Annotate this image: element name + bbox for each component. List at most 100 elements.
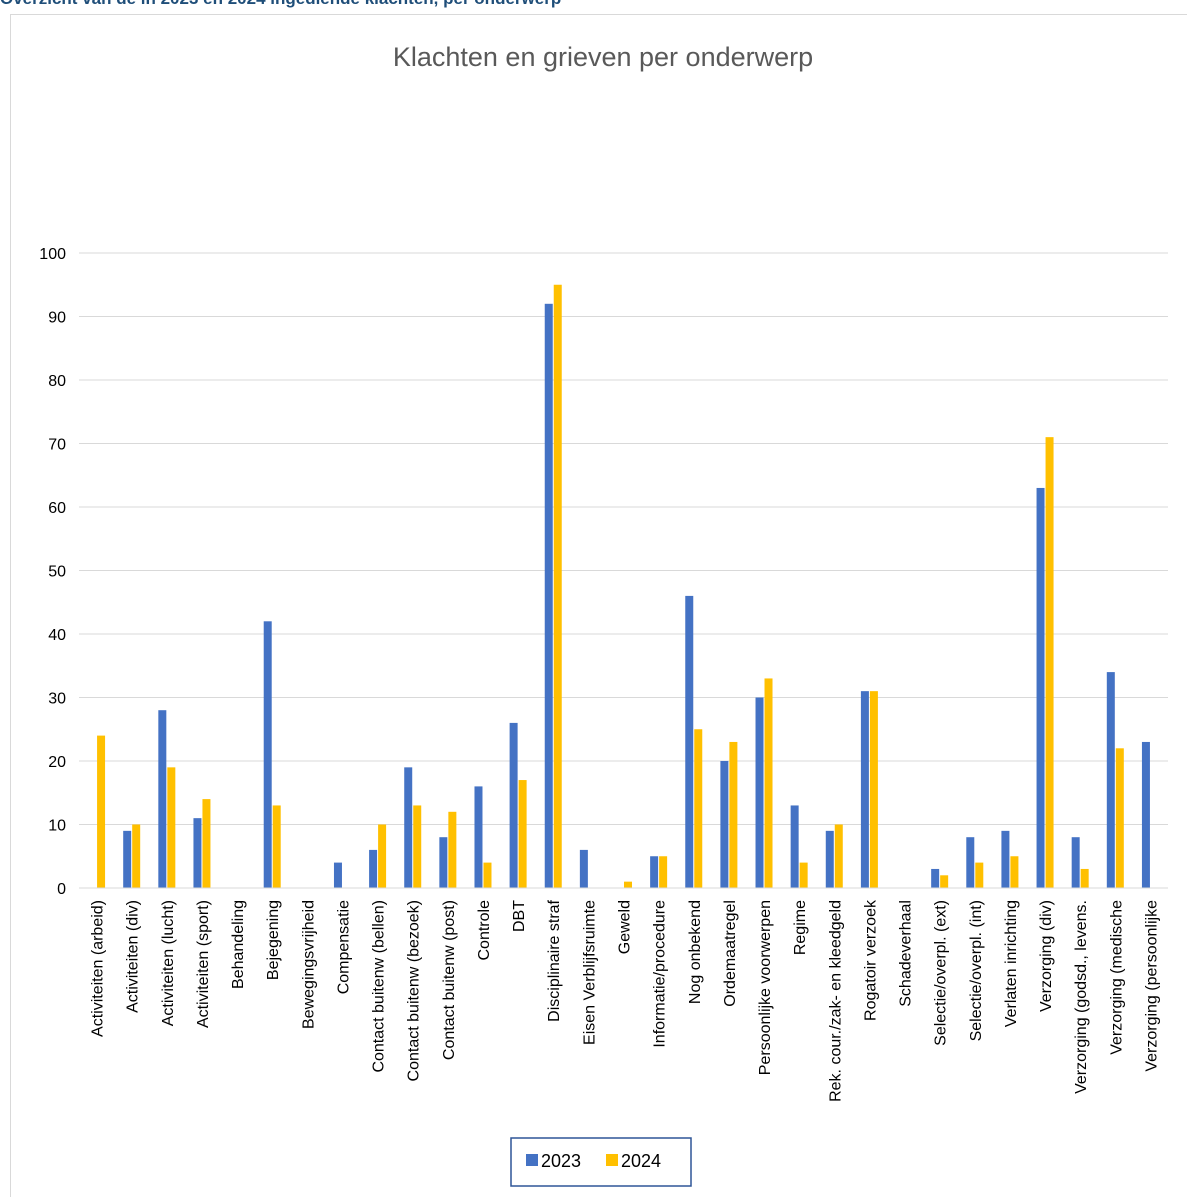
bar-2024	[799, 862, 808, 888]
chart-title: Klachten en grieven per onderwerp	[393, 42, 813, 72]
bar-2023	[720, 761, 729, 888]
legend-swatch-2024	[606, 1154, 618, 1166]
x-tick-label: Selectie/overpl. (int)	[968, 900, 985, 1041]
x-tick-label: Eisen Verblijfsruimte	[581, 900, 598, 1045]
y-tick-label: 70	[48, 437, 66, 454]
x-tick-label: Activiteiten (lucht)	[160, 900, 177, 1026]
bar-2023	[931, 868, 940, 888]
legend-swatch-2023	[526, 1154, 538, 1166]
bar-2024	[518, 780, 527, 888]
bar-2024	[1045, 437, 1054, 888]
bar-2024	[1115, 748, 1124, 888]
x-tick-label: Controle	[476, 900, 493, 961]
bar-2024	[659, 856, 668, 888]
y-tick-label: 40	[48, 627, 66, 644]
bar-2023	[158, 710, 167, 888]
bar-2024	[483, 862, 492, 888]
bar-2024	[729, 741, 738, 888]
x-tick-label: Geweld	[617, 900, 634, 954]
y-tick-label: 20	[48, 754, 66, 771]
bars	[97, 284, 1150, 888]
bar-2024	[448, 811, 457, 888]
bar-2023	[966, 837, 975, 888]
bar-2023	[1071, 837, 1080, 888]
y-tick-label: 100	[39, 246, 66, 263]
bar-2023	[544, 303, 553, 888]
y-tick-label: 90	[48, 310, 66, 327]
x-tick-label: Disciplinaire straf	[546, 899, 563, 1021]
y-tick-label: 0	[57, 881, 66, 898]
x-axis-labels: Activiteiten (arbeid) Activiteiten (div) A…	[90, 899, 1161, 1102]
bar-2023	[369, 849, 378, 888]
bar-2023	[1001, 830, 1010, 888]
bar-2023	[860, 691, 869, 888]
bar-2023	[579, 849, 588, 888]
legend-label-2024: 2024	[621, 1151, 661, 1171]
x-tick-label: Verzorging (persoonlijke	[1143, 900, 1160, 1072]
x-tick-label: DBT	[511, 900, 528, 932]
bar-2024	[940, 875, 949, 888]
bar-2024	[1080, 868, 1089, 888]
bar-2023	[439, 837, 448, 888]
x-tick-label: Verlaten inrichting	[1003, 900, 1020, 1027]
bar-2024	[378, 824, 387, 888]
x-tick-label: Informatie/procedure	[652, 900, 669, 1048]
gridlines	[79, 252, 1168, 825]
x-tick-label: Behandeling	[230, 900, 247, 989]
x-tick-label: Persoonlijke voorwerpen	[757, 900, 774, 1075]
bar-2024	[97, 735, 106, 888]
bar-2024	[202, 799, 211, 888]
bar-2024	[869, 691, 878, 888]
legend: 2023 2024	[510, 1137, 692, 1187]
bar-2024	[975, 862, 984, 888]
x-tick-label: Compensatie	[335, 900, 352, 994]
x-tick-label: Contact buitenw (bezoek)	[406, 900, 423, 1081]
y-tick-label: 60	[48, 500, 66, 517]
bar-2024	[413, 805, 422, 888]
legend-label-2023: 2023	[541, 1151, 581, 1171]
bar-2024	[834, 824, 843, 888]
x-tick-label: Schadeverhaal	[898, 900, 915, 1007]
x-tick-label: Regime	[792, 900, 809, 955]
y-tick-label: 30	[48, 691, 66, 708]
x-tick-label: Activiteiten (sport)	[195, 900, 212, 1028]
bar-2023	[123, 830, 132, 888]
x-tick-label: Contact buitenw (post)	[441, 900, 458, 1060]
bar-2024	[764, 678, 773, 888]
bar-2023	[474, 786, 483, 888]
bar-2023	[193, 818, 202, 888]
x-tick-label: Activiteiten (arbeid)	[90, 900, 107, 1037]
page-heading: Overzicht van de in 2023 en 2024 ingedie…	[0, 0, 561, 9]
bar-2023	[650, 856, 659, 888]
x-tick-label: Selectie/overpl. (ext)	[933, 900, 950, 1046]
x-tick-label: Ordemaatregel	[722, 900, 739, 1007]
x-tick-label: Verzorging (godsd., levens.	[1073, 900, 1090, 1094]
bar-2023	[790, 805, 799, 888]
x-tick-label: Bejegening	[265, 900, 282, 980]
bar-2024	[132, 824, 141, 888]
x-tick-label: Verzorging (medische	[1108, 900, 1125, 1055]
bar-2023	[509, 722, 518, 888]
x-tick-label: Bewegingsvrijheid	[300, 900, 317, 1029]
bar-2024	[1010, 856, 1019, 888]
bar-2023	[1036, 487, 1045, 888]
y-tick-label: 80	[48, 373, 66, 390]
x-tick-label: Rek. cour./zak- en kleedgeld	[827, 900, 844, 1102]
y-tick-label: 50	[48, 564, 66, 581]
bar-2023	[685, 595, 694, 888]
bar-2023	[1106, 672, 1115, 888]
x-tick-label: Activiteiten (div)	[125, 900, 142, 1013]
bar-2023	[404, 767, 413, 888]
bar-2024	[694, 729, 703, 888]
bar-2023	[755, 697, 764, 888]
bar-2023	[263, 621, 272, 888]
bar-2024	[167, 767, 176, 888]
y-axis-ticks: 0 10 20 30 40 50 60 70 80 90 100	[39, 246, 66, 898]
x-tick-label: Rogatoir verzoek	[862, 899, 879, 1021]
chart-frame	[10, 14, 1187, 1197]
bar-2023	[825, 830, 834, 888]
bar-2024	[553, 284, 562, 888]
y-tick-label: 10	[48, 818, 66, 835]
x-tick-label: Verzorging (div)	[1038, 900, 1055, 1012]
